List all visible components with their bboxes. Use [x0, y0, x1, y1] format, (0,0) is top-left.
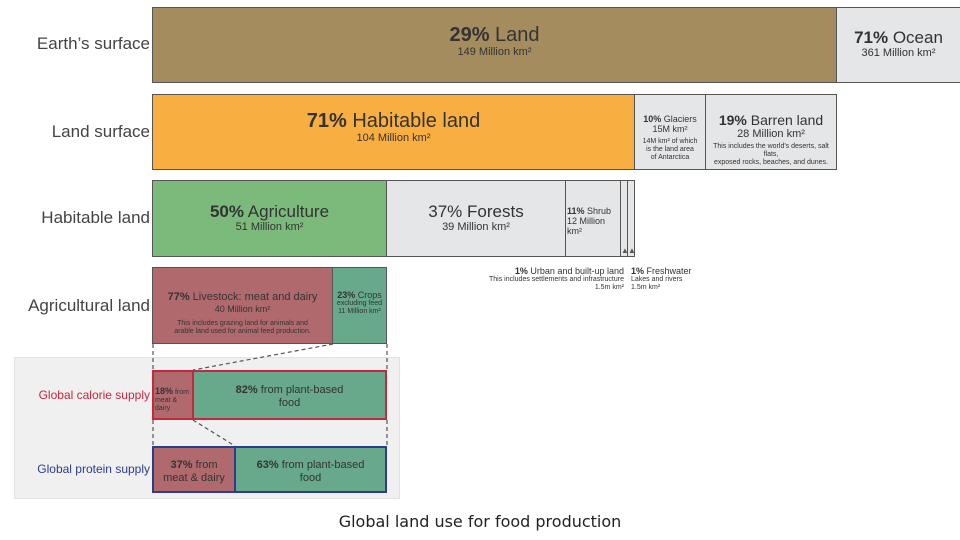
- row-label-land-surface: Land surface: [51, 122, 150, 141]
- crops-pct: 23%: [337, 290, 356, 300]
- urban-arrow-icon: ▲: [621, 246, 629, 255]
- land-box: 29% Land 149 Million km²: [152, 7, 837, 83]
- forests-name: Forests: [467, 202, 524, 221]
- connector-calorie-right: [192, 419, 236, 447]
- calorie-meat-name1: from: [174, 389, 189, 396]
- ocean-box: 71% Ocean 361 Million km²: [836, 7, 960, 83]
- agriculture-name: Agriculture: [247, 202, 330, 221]
- livestock-pct: 77%: [167, 291, 190, 303]
- glaciers-note-3: of Antarctica: [650, 154, 690, 161]
- row-label-calorie: Global calorie supply: [38, 388, 150, 402]
- ocean-area: 361 Million km²: [861, 47, 936, 59]
- freshwater-label: 1% Freshwater Lakes and rivers 1.5m km²: [631, 266, 692, 292]
- agriculture-area: 51 Million km²: [235, 221, 304, 233]
- row-label-protein: Global protein supply: [37, 462, 150, 476]
- calorie-plant-box: 82% from plant-based food: [192, 370, 387, 420]
- livestock-note-1: This includes grazing land for animals a…: [177, 320, 308, 327]
- land-area: 149 Million km²: [457, 46, 532, 58]
- urban-name: Urban and built-up land: [530, 266, 624, 276]
- livestock-box: 77% Livestock: meat and dairy 40 Million…: [152, 267, 333, 344]
- ocean-pct: 71%: [854, 28, 889, 47]
- calorie-plant-name2: food: [278, 397, 301, 409]
- livestock-area: 40 Million km²: [214, 304, 271, 314]
- protein-plant-name1: from plant-based: [281, 459, 365, 471]
- protein-meat-name2: meat & dairy: [163, 472, 225, 484]
- glaciers-name: Glaciers: [663, 114, 697, 124]
- calorie-meat-box: 18% from meat & dairy: [152, 370, 194, 420]
- forests-area: 39 Million km²: [442, 221, 510, 233]
- freshwater-area: 1.5m km²: [631, 284, 661, 291]
- row-label-agricultural: Agricultural land: [28, 296, 150, 315]
- row-label-habitable: Habitable land: [41, 208, 150, 227]
- barren-box: 19% Barren land 28 Million km² This incl…: [705, 94, 837, 170]
- shrub-area: 12 Million km²: [567, 216, 606, 236]
- urban-area: 1.5m km²: [594, 284, 624, 291]
- agriculture-pct: 50%: [209, 202, 244, 221]
- glaciers-note-1: 14M km² of which: [642, 138, 698, 145]
- land-name: Land: [495, 24, 540, 46]
- crops-name: Crops: [357, 290, 382, 300]
- protein-plant-box: 63% from plant-based food: [234, 446, 387, 493]
- urban-label: 1% Urban and built-up land This includes…: [489, 266, 624, 292]
- glaciers-note-2: is the land area: [646, 146, 694, 153]
- protein-meat-pct: 37%: [170, 459, 193, 471]
- habitable-box: 71% Habitable land 104 Million km²: [152, 94, 635, 170]
- freshwater-box: [627, 180, 635, 257]
- protein-plant-name2: food: [299, 472, 322, 484]
- calorie-plant-pct: 82%: [235, 384, 258, 396]
- calorie-meat-name2: meat & dairy: [155, 397, 178, 412]
- barren-area: 28 Million km²: [737, 128, 805, 140]
- barren-pct: 19%: [718, 112, 747, 128]
- agriculture-box: 50% Agriculture 51 Million km²: [152, 180, 387, 257]
- forests-pct: 37%: [428, 202, 463, 221]
- freshwater-arrow-icon: ▲: [628, 246, 636, 255]
- barren-note-1: This includes the world's deserts, salt …: [713, 143, 829, 158]
- glaciers-box: 10% Glaciers 15M km² 14M km² of which is…: [634, 94, 706, 170]
- crops-area: 11 Million km²: [338, 308, 381, 315]
- freshwater-note: Lakes and rivers: [631, 276, 683, 283]
- shrub-name: Shrub: [587, 206, 612, 216]
- forests-box: 37% Forests 39 Million km²: [386, 180, 566, 257]
- protein-meat-name1: from: [195, 459, 218, 471]
- freshwater-name: Freshwater: [646, 266, 692, 276]
- glaciers-pct: 10%: [643, 114, 662, 124]
- urban-note: This includes settlements and infrastruc…: [488, 276, 624, 283]
- barren-note-2: exposed rocks, beaches, and dunes.: [713, 159, 829, 166]
- habitable-pct: 71%: [306, 110, 347, 132]
- livestock-note-2: arable land used for animal feed product…: [174, 328, 311, 335]
- calorie-meat-pct: 18%: [155, 386, 174, 396]
- crops-note: excluding feed: [336, 300, 383, 307]
- shrub-pct: 11%: [567, 206, 585, 216]
- crops-box: 23% Crops excluding feed 11 Million km²: [332, 267, 387, 344]
- shrub-box: 11% Shrub 12 Million km²: [565, 180, 621, 257]
- glaciers-area: 15M km²: [652, 124, 688, 134]
- livestock-name: Livestock: meat and dairy: [192, 291, 318, 303]
- barren-name: Barren land: [750, 112, 824, 128]
- habitable-area: 104 Million km²: [356, 132, 431, 144]
- habitable-name: Habitable land: [352, 110, 481, 132]
- land-pct: 29%: [449, 24, 490, 46]
- urban-pct: 1%: [514, 266, 528, 276]
- calorie-plant-name1: from plant-based: [260, 384, 344, 396]
- ocean-name: Ocean: [892, 28, 943, 47]
- row-label-earth: Earth’s surface: [36, 34, 150, 53]
- figure-caption: Global land use for food production: [338, 512, 622, 531]
- protein-plant-pct: 63%: [256, 459, 279, 471]
- freshwater-pct: 1%: [631, 266, 645, 276]
- connector-livestock-right: [192, 343, 334, 371]
